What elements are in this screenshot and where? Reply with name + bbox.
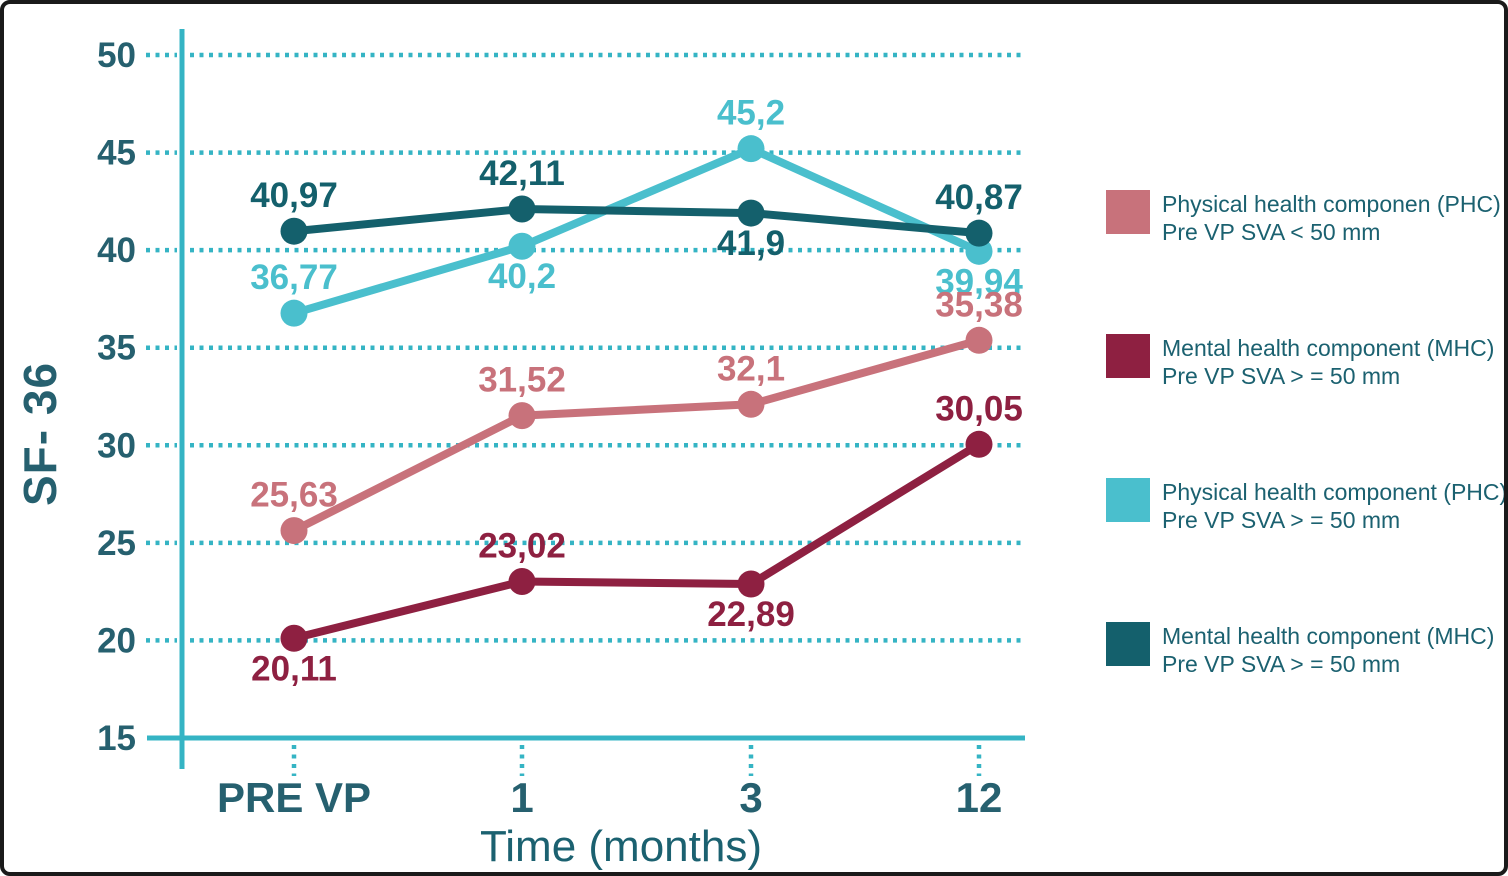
legend-swatch-mhc-ge50-teal — [1106, 622, 1150, 666]
data-label-mhc-pre-vp-sva-ge-50-dark-red-1: 23,02 — [478, 526, 566, 565]
data-label-mhc-pre-vp-sva-ge-50-dark-red-2: 22,89 — [707, 595, 795, 634]
data-point-mhc-pre-vp-sva-ge-50-dark-red — [737, 570, 765, 598]
series-line-mhc-pre-vp-sva-ge-50-dark-red — [290, 440, 983, 643]
data-point-phc-pre-vp-sva-lt-50 — [965, 326, 993, 354]
data-label-mhc-pre-vp-sva-ge-50-dark-red-0: 20,11 — [251, 649, 337, 688]
legend-label-line1: Physical health componen (PHC) — [1162, 191, 1501, 217]
data-label-phc-pre-vp-sva-lt-50-0: 25,63 — [250, 476, 338, 515]
data-point-mhc-pre-vp-sva-ge-50-teal — [280, 217, 308, 245]
x-tick-label-0: PRE VP — [217, 774, 371, 821]
data-point-phc-pre-vp-sva-ge-50 — [508, 232, 536, 260]
legend-item-phc-lt50: Physical health componen (PHC) Pre VP SV… — [1106, 190, 1504, 246]
x-tick-label-2: 3 — [739, 774, 762, 821]
data-point-mhc-pre-vp-sva-ge-50-dark-red — [508, 567, 536, 595]
y-tick-label-35: 35 — [97, 329, 136, 368]
legend-swatch-phc-lt50 — [1106, 190, 1150, 234]
data-label-mhc-pre-vp-sva-ge-50-teal-2: 41,9 — [717, 224, 785, 263]
legend-label-mhc-ge50-teal: Mental health component (MHC) Pre VP SVA… — [1162, 622, 1494, 678]
legend-item-mhc-ge50-darkred: Mental health component (MHC) Pre VP SVA… — [1106, 334, 1504, 390]
x-tick-label-1: 1 — [510, 774, 533, 821]
legend-label-line2: Pre VP SVA < 50 mm — [1162, 219, 1381, 245]
legend-item-phc-ge50: Physical health component (PHC) Pre VP S… — [1106, 478, 1508, 534]
legend-label-line1: Mental health component (MHC) — [1162, 335, 1495, 361]
data-point-phc-pre-vp-sva-ge-50 — [737, 135, 765, 163]
data-point-mhc-pre-vp-sva-ge-50-teal — [737, 199, 765, 227]
y-tick-label-50: 50 — [97, 36, 136, 75]
legend-label-phc-ge50: Physical health component (PHC) Pre VP S… — [1162, 478, 1508, 534]
data-label-phc-pre-vp-sva-ge-50-3: 39,94 — [935, 262, 1023, 301]
data-point-mhc-pre-vp-sva-ge-50-dark-red — [965, 430, 993, 458]
data-point-phc-pre-vp-sva-lt-50 — [508, 402, 536, 430]
y-tick-label-30: 30 — [97, 426, 136, 465]
data-label-phc-pre-vp-sva-ge-50-0: 36,77 — [250, 258, 338, 297]
data-label-phc-pre-vp-sva-lt-50-3: 35,38 — [935, 285, 1023, 324]
y-tick-label-20: 20 — [97, 621, 136, 660]
data-label-phc-pre-vp-sva-ge-50-1: 40,2 — [488, 257, 556, 296]
data-point-phc-pre-vp-sva-lt-50 — [280, 517, 308, 545]
legend-label-line2: Pre VP SVA > = 50 mm — [1162, 507, 1401, 533]
data-label-mhc-pre-vp-sva-ge-50-teal-1: 42,11 — [479, 154, 565, 193]
y-tick-label-40: 40 — [97, 231, 136, 270]
data-label-mhc-pre-vp-sva-ge-50-dark-red-3: 30,05 — [935, 389, 1023, 428]
y-axis-title: SF- 36 — [14, 361, 66, 507]
legend-label-mhc-ge50-darkred: Mental health component (MHC) Pre VP SVA… — [1162, 334, 1494, 390]
x-axis-title: Time (months) — [480, 822, 762, 871]
legend-label-line1: Physical health component (PHC) — [1162, 479, 1508, 505]
x-tick-label-3: 12 — [956, 774, 1003, 821]
series-line-phc-pre-vp-sva-lt-50 — [290, 336, 983, 535]
y-tick-label-45: 45 — [97, 134, 136, 173]
legend-swatch-mhc-ge50-darkred — [1106, 334, 1150, 378]
legend-item-mhc-ge50-teal: Mental health component (MHC) Pre VP SVA… — [1106, 622, 1504, 678]
legend: Physical health componen (PHC) Pre VP SV… — [1106, 190, 1508, 678]
data-label-phc-pre-vp-sva-ge-50-2: 45,2 — [717, 94, 785, 133]
data-point-mhc-pre-vp-sva-ge-50-teal — [965, 219, 993, 247]
series-line-mhc-pre-vp-sva-ge-50-teal — [290, 204, 983, 238]
y-tick-label-15: 15 — [97, 719, 136, 758]
legend-label-phc-lt50: Physical health componen (PHC) Pre VP SV… — [1162, 190, 1501, 246]
legend-label-line2: Pre VP SVA > = 50 mm — [1162, 363, 1401, 389]
legend-swatch-phc-ge50 — [1106, 478, 1150, 522]
data-point-phc-pre-vp-sva-ge-50 — [280, 299, 308, 327]
legend-label-line1: Mental health component (MHC) — [1162, 623, 1495, 649]
data-point-phc-pre-vp-sva-lt-50 — [737, 390, 765, 418]
data-label-mhc-pre-vp-sva-ge-50-teal-0: 40,97 — [250, 176, 338, 215]
data-label-phc-pre-vp-sva-lt-50-1: 31,52 — [478, 361, 566, 400]
chart-canvas: 50 45 40 35 30 25 20 15 PRE VP 1 3 12 36,77 40,2 45,2 3… — [97, 29, 1025, 821]
series-line-phc-pre-vp-sva-ge-50 — [290, 144, 983, 318]
y-tick-label-25: 25 — [97, 524, 136, 563]
data-point-mhc-pre-vp-sva-ge-50-dark-red — [280, 624, 308, 652]
data-point-mhc-pre-vp-sva-ge-50-teal — [508, 195, 536, 223]
data-label-phc-pre-vp-sva-lt-50-2: 32,1 — [717, 349, 785, 388]
data-label-mhc-pre-vp-sva-ge-50-teal-3: 40,87 — [935, 178, 1023, 217]
legend-label-line2: Pre VP SVA > = 50 mm — [1162, 651, 1401, 677]
